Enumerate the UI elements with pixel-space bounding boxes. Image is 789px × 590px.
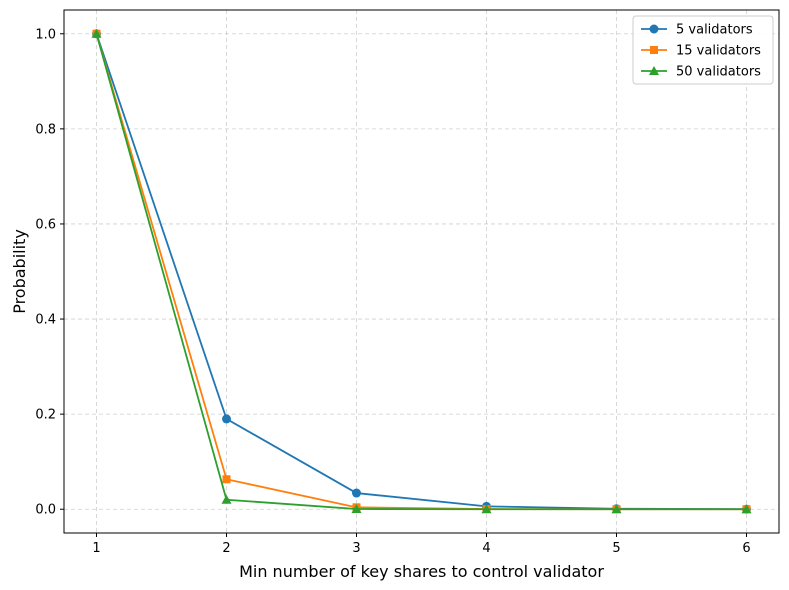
legend-item: 15 validators — [641, 44, 761, 59]
y-tick-label: 1.0 — [35, 27, 56, 42]
data-point — [351, 504, 362, 514]
x-axis-title: Min number of key shares to control vali… — [239, 562, 604, 581]
series-line — [95, 33, 747, 511]
plot-frame — [63, 9, 780, 534]
x-tick-label: 6 — [742, 541, 750, 556]
grid — [64, 10, 779, 533]
axis-ticks: 1 2 3 4 5 6 0.0 0.2 0.4 0.6 0.8 1.0 — [35, 27, 750, 556]
legend-label: 15 validators — [676, 44, 761, 59]
y-tick-label: 0.2 — [35, 408, 56, 423]
legend: 5 validators 15 validators 50 validators — [632, 15, 774, 85]
x-tick-label: 1 — [92, 541, 100, 556]
legend-item: 50 validators — [641, 65, 761, 80]
legend-label: 5 validators — [676, 23, 753, 38]
x-tick-label: 5 — [612, 541, 620, 556]
legend-box — [632, 15, 774, 85]
legend-label: 50 validators — [676, 65, 761, 80]
data-point — [221, 494, 232, 504]
legend-marker — [649, 24, 659, 34]
data-point — [222, 414, 231, 424]
series-3 — [91, 28, 752, 514]
series-1 — [92, 29, 751, 514]
y-tick-label: 0.6 — [35, 217, 56, 232]
data-point — [741, 504, 752, 514]
series-2 — [92, 29, 751, 514]
data-point — [222, 475, 231, 484]
data-point — [611, 504, 622, 514]
series-line — [95, 33, 747, 511]
legend-marker — [650, 46, 658, 54]
y-axis-title: Probability — [10, 229, 29, 314]
legend-item: 5 validators — [641, 23, 753, 38]
data-point — [91, 28, 102, 38]
series-line — [95, 33, 747, 511]
x-tick-label: 4 — [482, 541, 490, 556]
y-tick-label: 0.8 — [35, 122, 56, 137]
y-tick-label: 0.0 — [35, 503, 56, 518]
x-tick-label: 3 — [352, 541, 360, 556]
data-point — [352, 488, 361, 498]
series-layer — [91, 28, 752, 514]
y-tick-label: 0.4 — [35, 313, 56, 328]
x-tick-label: 2 — [222, 541, 230, 556]
legend-marker — [649, 66, 659, 75]
data-point — [481, 504, 492, 514]
